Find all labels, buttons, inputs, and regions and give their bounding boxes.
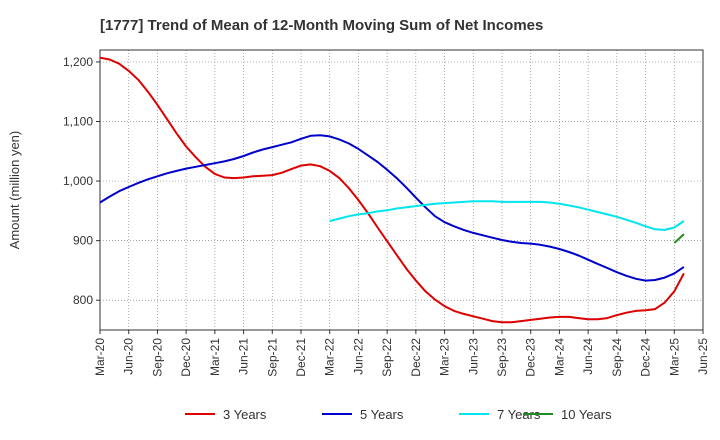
series-line-10-years (673, 233, 685, 244)
y-tick-label: 800 (73, 293, 93, 307)
x-tick-label: Mar-24 (552, 338, 566, 376)
x-tick-label: Sep-22 (380, 338, 394, 377)
legend: 3 Years 5 Years 7 Years 10 Years (185, 407, 612, 422)
legend-label-10-years: 10 Years (561, 407, 612, 422)
x-tick-label: Jun-25 (696, 338, 710, 375)
x-tick-label: Mar-20 (93, 338, 107, 376)
x-tick-label: Mar-22 (323, 338, 337, 376)
y-tick-label: 1,100 (63, 114, 93, 128)
x-tick-label: Jun-21 (237, 338, 251, 375)
x-tick-label: Jun-22 (351, 338, 365, 375)
grid (99, 50, 704, 330)
plot-frame (99, 49, 704, 331)
y-tick-label: 900 (73, 234, 93, 248)
x-axis: Mar-20 Jun-20 Sep-20 Dec-20 Mar-21 Jun-21 Sep-… (93, 330, 710, 377)
x-tick-label: Sep-24 (610, 338, 624, 377)
x-tick-label: Dec-22 (409, 338, 423, 377)
y-tick-label: 1,000 (63, 174, 93, 188)
x-tick-label: Mar-21 (208, 338, 222, 376)
series-line-7-years (329, 200, 685, 231)
series-line-3-years (99, 56, 685, 324)
x-tick-label: Mar-25 (667, 338, 681, 376)
y-axis-label: Amount (million yen) (7, 131, 22, 250)
y-axis: 800 900 1,000 1,100 1,200 (63, 55, 100, 307)
x-tick-label: Dec-24 (639, 338, 653, 377)
x-tick-label: Jun-20 (122, 338, 136, 375)
y-tick-label: 1,200 (63, 55, 93, 69)
x-tick-label: Jun-24 (581, 338, 595, 375)
legend-label-5-years: 5 Years (360, 407, 404, 422)
x-tick-label: Dec-21 (294, 338, 308, 377)
x-tick-label: Sep-21 (265, 338, 279, 377)
x-tick-label: Dec-20 (179, 338, 193, 377)
series-lines (99, 56, 685, 324)
series-line-5-years (99, 134, 685, 282)
legend-label-3-years: 3 Years (223, 407, 267, 422)
x-tick-label: Jun-23 (466, 338, 480, 375)
x-tick-label: Dec-23 (524, 338, 538, 377)
chart-title: [1777] Trend of Mean of 12-Month Moving … (100, 17, 543, 34)
legend-label-7-years: 7 Years (497, 407, 541, 422)
x-tick-label: Mar-23 (438, 338, 452, 376)
x-tick-label: Sep-20 (150, 338, 164, 377)
x-tick-label: Sep-23 (495, 338, 509, 377)
